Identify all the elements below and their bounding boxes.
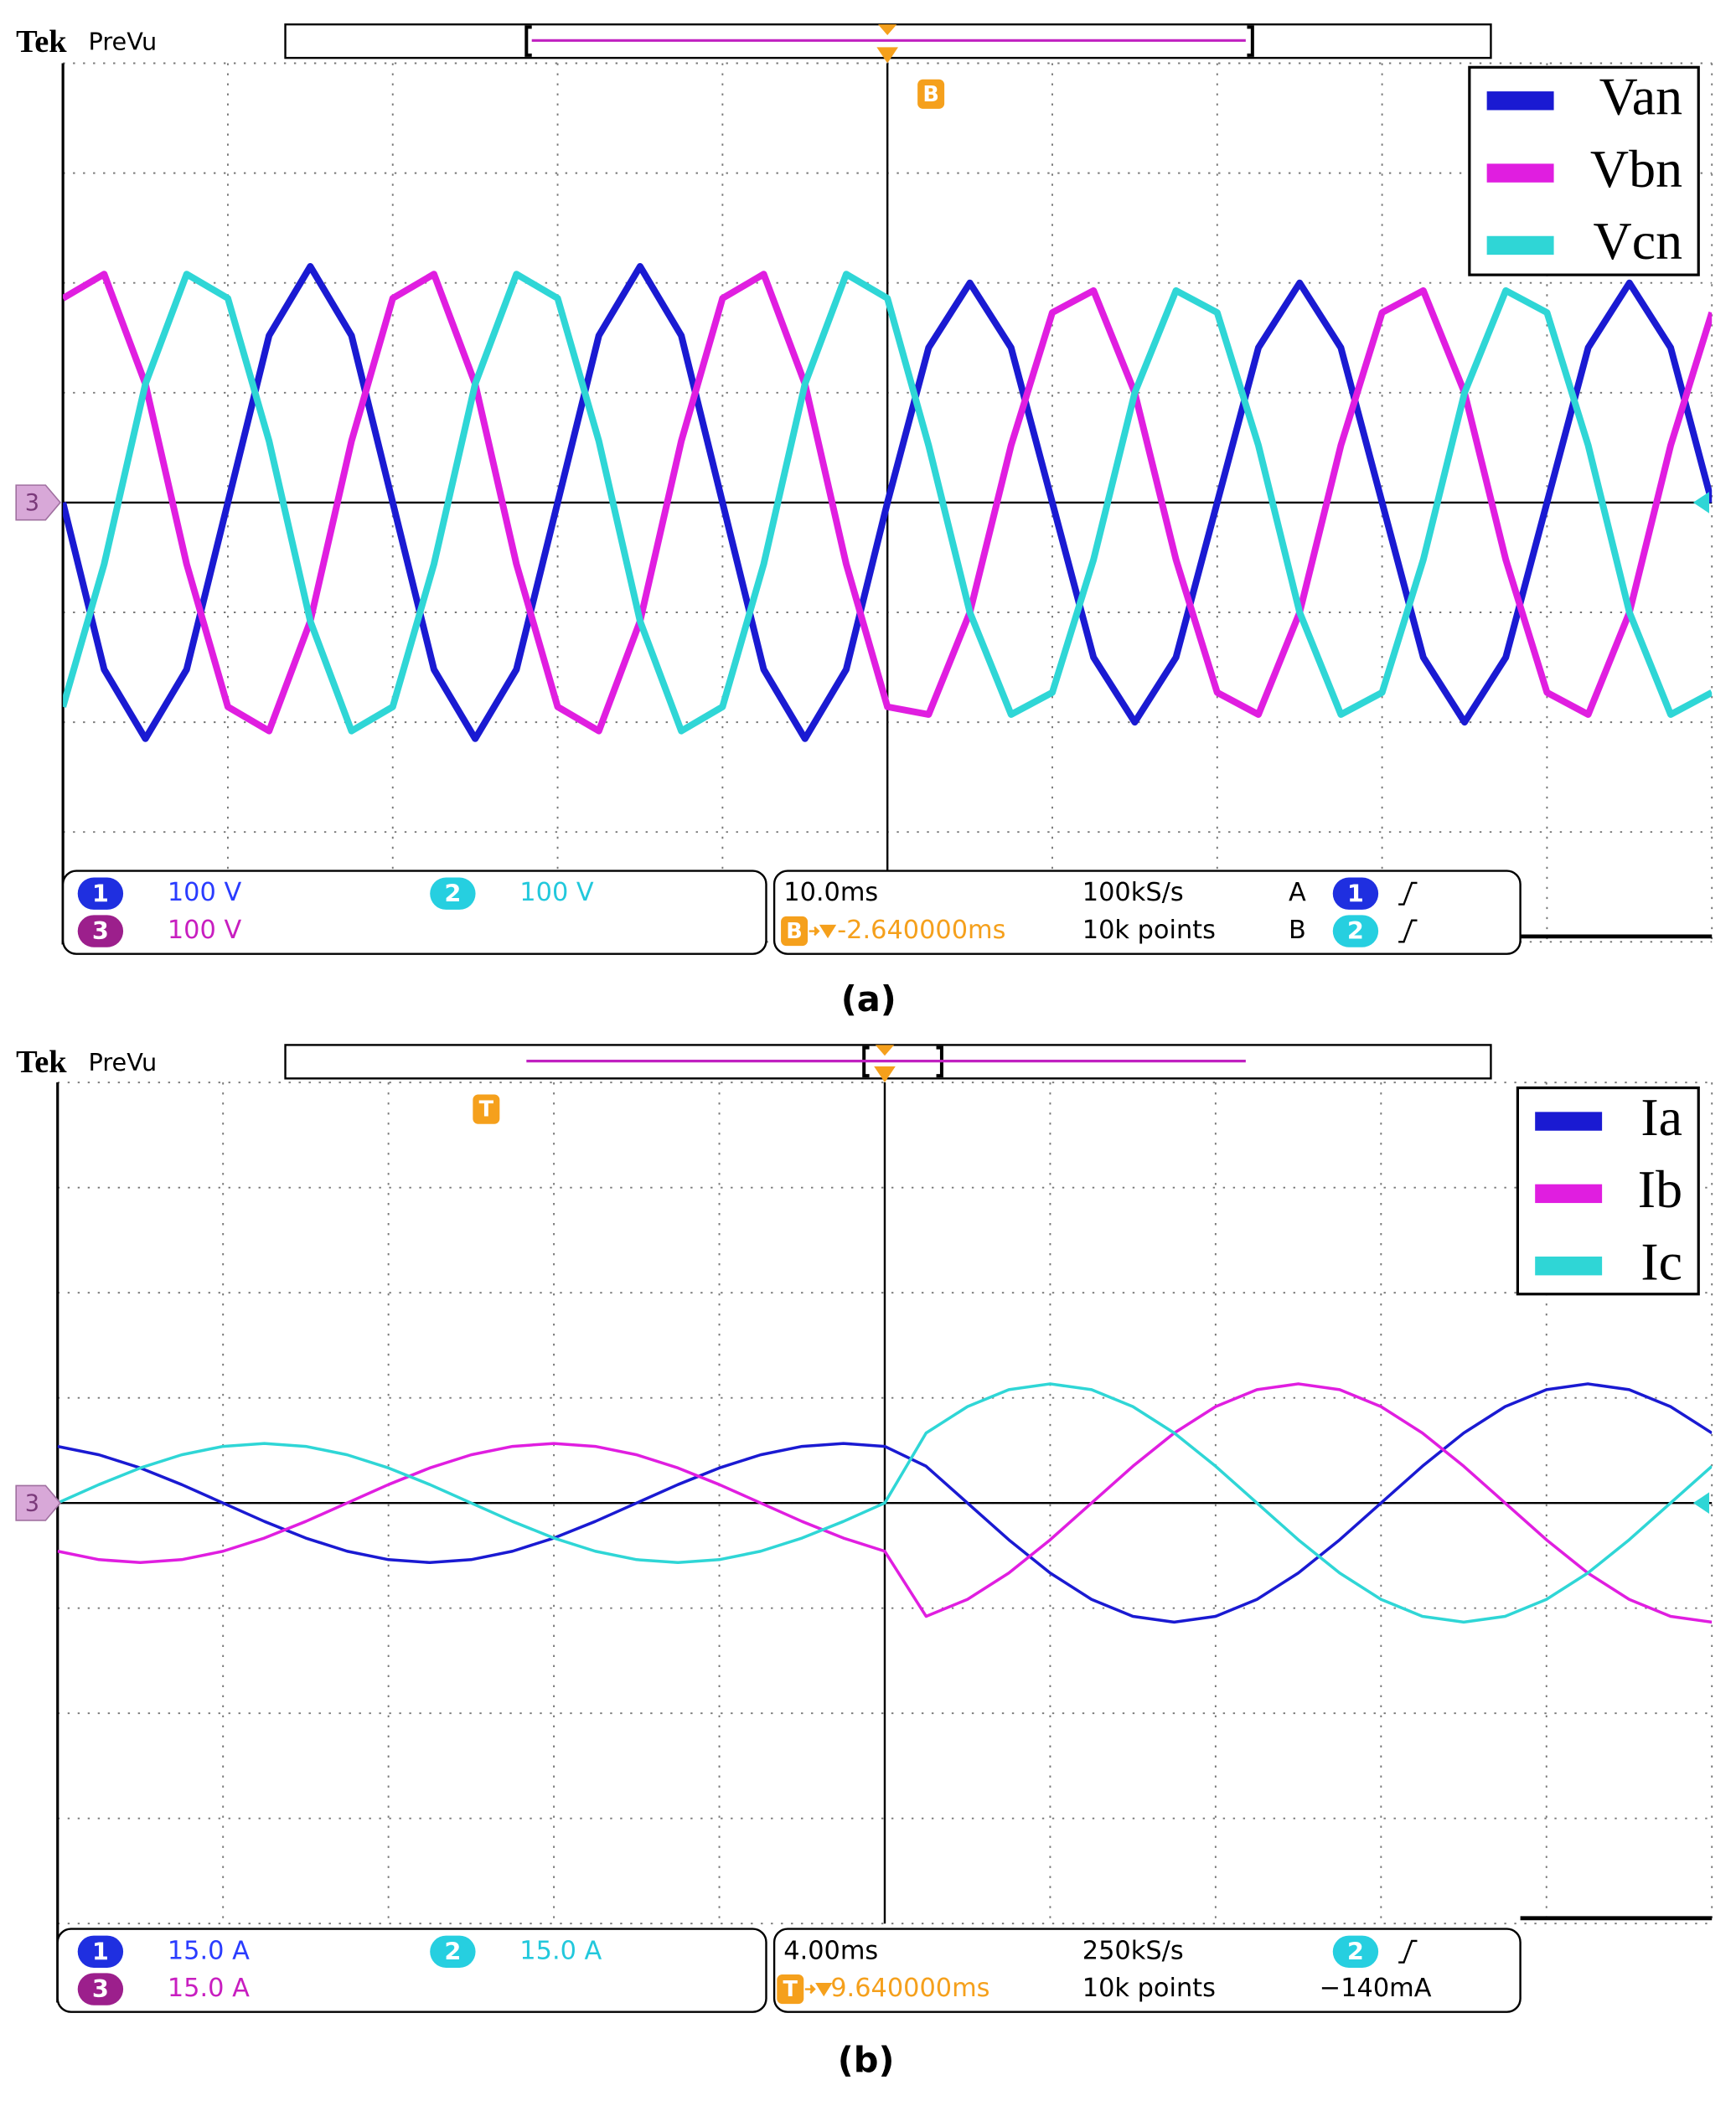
channel-badge [430, 877, 476, 910]
ground-marker [15, 484, 61, 521]
sample-rate: 100kS/s [1082, 878, 1184, 907]
waveform [63, 271, 1713, 735]
brand: Tek [16, 1045, 67, 1080]
channel-badge [1332, 915, 1379, 947]
figure-caption: (b) [838, 2039, 895, 2080]
position-marker [473, 1094, 500, 1124]
legend-label: Van [1599, 67, 1682, 126]
legend-label: Vcn [1594, 211, 1683, 271]
legend-swatch [1486, 163, 1554, 183]
legend-swatch [1535, 1112, 1603, 1131]
horizontal-position: -2.640000ms [837, 916, 1005, 945]
trigger-pointer [877, 24, 897, 35]
position-marker-letter: T [479, 1097, 494, 1123]
brand: Tek [16, 24, 67, 59]
legend-swatch [1486, 235, 1554, 256]
position-marker-letter: T [783, 1977, 798, 2002]
position-marker-letter: B [786, 919, 803, 944]
waveform [57, 1382, 1713, 1624]
channel-scale: 15.0 A [168, 1974, 250, 2003]
channel-status-box [56, 1928, 767, 2013]
channel-badge-number: 1 [1347, 879, 1364, 907]
channel-badge-number: 3 [92, 916, 109, 945]
ground-marker [15, 1484, 61, 1521]
channel-badge [430, 1935, 476, 1968]
legend-swatch [1535, 1257, 1603, 1276]
acquisition-mode: PreVu [89, 1048, 158, 1076]
trigger-pointer [875, 1045, 895, 1056]
record-length: 10k points [1082, 1974, 1216, 2003]
channel-badge [1332, 877, 1379, 910]
channel-badge [77, 877, 124, 910]
legend-label: Ib [1638, 1159, 1682, 1219]
legend-label: Ic [1640, 1231, 1682, 1291]
channel-scale: 100 V [168, 878, 242, 907]
legend-label: Ia [1640, 1087, 1682, 1147]
sample-rate: 250kS/s [1082, 1936, 1184, 1965]
figure-caption: (a) [841, 978, 896, 1019]
trigger-slope [1398, 919, 1418, 943]
channel-scale: 15.0 A [168, 1936, 250, 1965]
channel-scale: 100 V [168, 916, 242, 945]
waveform [63, 271, 1713, 735]
position-marker [781, 916, 809, 947]
channel-badge-number: 1 [92, 879, 109, 907]
channel-status-box [61, 870, 767, 955]
channel-badge [77, 1935, 124, 1968]
position-marker [777, 1974, 804, 2005]
legend-swatch [1535, 1184, 1603, 1204]
channel-badge-number: 2 [1347, 1937, 1364, 1965]
trigger-level: −140mA [1320, 1974, 1432, 2003]
channel-badge [77, 1973, 124, 2005]
position-marker-letter: B [922, 82, 939, 107]
trigger-label: B [1289, 916, 1306, 945]
timebase: 10.0ms [783, 878, 878, 907]
channel-scale: 15.0 A [519, 1936, 602, 1965]
waveforms [57, 1382, 1713, 1624]
trigger-slope [1398, 881, 1418, 906]
position-arrow [809, 924, 837, 939]
position-marker [917, 79, 945, 109]
channel-badge-number: 2 [444, 879, 461, 907]
waveform [57, 1382, 1713, 1624]
acquisition-mode: PreVu [89, 28, 158, 56]
channel-scale: 100 V [519, 878, 594, 907]
ground-marker-label: 3 [25, 490, 39, 516]
ground-marker-label: 3 [25, 1490, 39, 1516]
legend-label: Vbn [1590, 139, 1682, 199]
channel-badge-number: 3 [92, 1974, 109, 2003]
legend-swatch [1486, 91, 1554, 111]
record-window [524, 25, 1254, 57]
waveform [57, 1382, 1713, 1624]
trigger-level-arrow [1692, 492, 1710, 514]
channel-badge-number: 1 [92, 1937, 109, 1965]
trigger-slope [1398, 1939, 1418, 1964]
channel-badge-number: 2 [444, 1937, 461, 1965]
trigger-pointer [876, 47, 898, 64]
record-length: 10k points [1082, 916, 1216, 945]
channel-badge [77, 915, 124, 947]
waveform [63, 263, 1713, 742]
trigger-label: A [1289, 878, 1306, 907]
trigger-level-arrow [1692, 1492, 1710, 1514]
position-arrow [804, 1982, 833, 1997]
waveforms [63, 263, 1713, 742]
timebase: 4.00ms [783, 1936, 878, 1965]
trigger-pointer [874, 1066, 896, 1083]
channel-badge-number: 2 [1347, 916, 1364, 945]
horizontal-position: 9.640000ms [830, 1974, 989, 2003]
channel-badge [1332, 1935, 1379, 1968]
